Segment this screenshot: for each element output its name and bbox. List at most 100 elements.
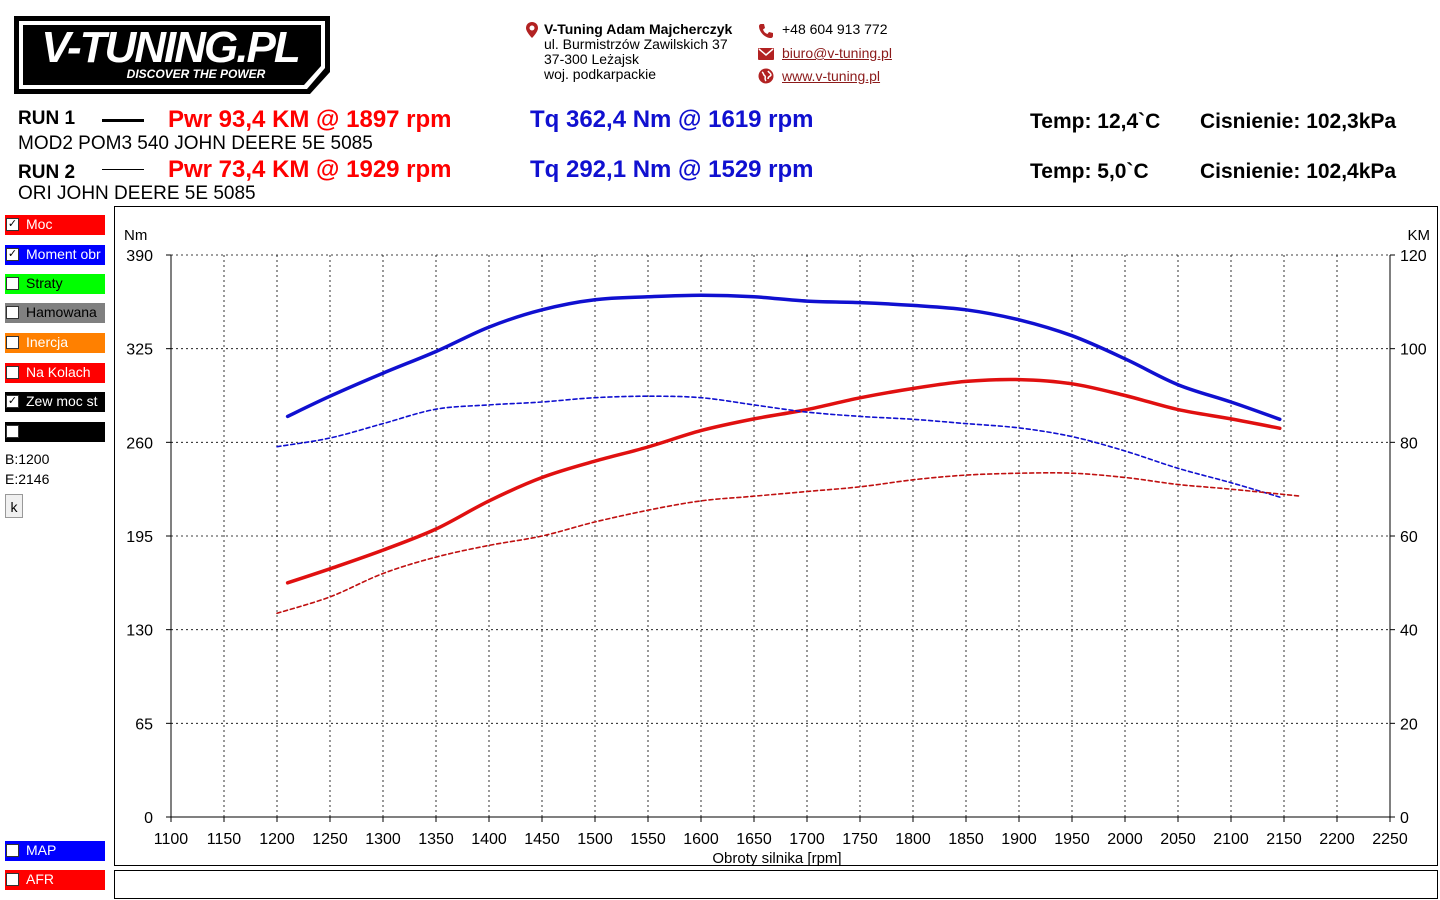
run2-line-sample — [102, 169, 144, 170]
logo-tagline: DISCOVER THE POWER — [127, 67, 266, 81]
x-tick-label: 1450 — [524, 831, 560, 848]
power-curve-run2 — [276, 472, 1302, 615]
x-tick-label: 2250 — [1372, 831, 1408, 848]
company-region: woj. podkarpackie — [544, 66, 657, 82]
checkbox[interactable] — [6, 366, 19, 379]
toggle-label: AFR — [26, 871, 54, 887]
checkbox[interactable] — [6, 873, 19, 886]
toggle-moment-obr[interactable]: ✓ Moment obr — [5, 245, 105, 265]
end-rpm-readout: E:2146 — [5, 471, 50, 487]
run2-power: Pwr 73,4 KM @ 1929 rpm — [168, 156, 452, 183]
checkbox[interactable] — [6, 844, 19, 857]
x-tick-label: 1650 — [736, 831, 772, 848]
x-tick-label: 1850 — [948, 831, 984, 848]
logo-wordmark: V-TUNING.PL — [41, 23, 299, 72]
toggle-label: Moment obr — [26, 246, 101, 262]
torque-curve-run2 — [276, 395, 1281, 498]
y-left-tick-label: 195 — [126, 529, 153, 546]
x-tick-label: 1800 — [895, 831, 931, 848]
toggle-inercja[interactable]: Inercja — [5, 333, 105, 353]
checkbox[interactable] — [6, 306, 19, 319]
y-left-tick-label: 390 — [126, 248, 153, 265]
toggle-label: Inercja — [26, 334, 69, 350]
y-right-tick-label: 120 — [1400, 248, 1427, 265]
y-left-tick-label: 325 — [126, 342, 153, 359]
checkbox[interactable]: ✓ — [6, 395, 19, 408]
checkbox[interactable] — [6, 336, 19, 349]
y-right-tick-label: 20 — [1400, 716, 1418, 733]
phone-icon — [759, 24, 773, 38]
website-link[interactable]: www.v-tuning.pl — [782, 68, 881, 84]
run1-line-sample — [102, 119, 144, 122]
run2-description: ORI JOHN DEERE 5E 5085 — [18, 183, 256, 204]
x-tick-label: 1500 — [577, 831, 613, 848]
toggle-straty[interactable]: Straty — [5, 274, 105, 294]
y-left-tick-label: 130 — [126, 623, 153, 640]
run1-power: Pwr 93,4 KM @ 1897 rpm — [168, 106, 452, 133]
k-button[interactable]: k — [5, 494, 23, 518]
y-right-tick-label: 100 — [1400, 342, 1427, 359]
begin-rpm-readout: B:1200 — [5, 451, 50, 467]
y-right-tick-label: 0 — [1400, 810, 1409, 827]
toggle-label: MAP — [26, 842, 57, 858]
company-name: V-Tuning Adam Majcherczyk — [544, 21, 733, 37]
checkbox[interactable]: ✓ — [6, 248, 19, 261]
v-tuning-logo: V-TUNING.PL DISCOVER THE POWER — [14, 16, 330, 94]
x-tick-label: 1400 — [471, 831, 507, 848]
y-right-tick-label: 60 — [1400, 529, 1418, 546]
toggle-na-kolach[interactable]: Na Kolach — [5, 363, 105, 383]
x-tick-label: 1750 — [842, 831, 878, 848]
run1-torque: Tq 362,4 Nm @ 1619 rpm — [530, 106, 814, 133]
toggle-label: Na Kolach — [26, 364, 91, 380]
x-tick-label: 1200 — [259, 831, 295, 848]
y-left-tick-label: 260 — [126, 435, 153, 452]
x-tick-label: 1300 — [365, 831, 401, 848]
toggle-afr[interactable]: AFR — [5, 870, 105, 890]
toggle-label: Straty — [26, 275, 63, 291]
envelope-icon — [758, 48, 774, 60]
email-link[interactable]: biuro@v-tuning.pl — [782, 45, 892, 61]
checkbox[interactable]: ✓ — [6, 218, 19, 231]
run1-temp: Temp: 12,4`C — [1030, 110, 1161, 133]
toggle-map[interactable]: MAP — [5, 841, 105, 861]
x-tick-label: 1350 — [418, 831, 454, 848]
phone-number: +48 604 913 772 — [782, 21, 888, 37]
run1-label: RUN 1 — [18, 108, 76, 129]
toggle-zew-moc-st[interactable]: ✓ Zew moc st — [5, 392, 105, 412]
checkbox[interactable] — [6, 425, 19, 438]
y-right-tick-label: 80 — [1400, 435, 1418, 452]
y-left-tick-label: 0 — [144, 810, 153, 827]
run2-label: RUN 2 — [18, 162, 76, 183]
toggle-hamowana[interactable]: Hamowana — [5, 303, 105, 323]
x-tick-label: 1700 — [789, 831, 825, 848]
checkbox[interactable] — [6, 277, 19, 290]
globe-icon — [758, 68, 774, 84]
torque-curve-run1 — [285, 293, 1282, 422]
run1-pressure: Cisnienie: 102,3kPa — [1200, 110, 1397, 133]
x-axis-label: Obroty silnika [rpm] — [712, 850, 841, 866]
dyno-chart: 1100 1150 1200 1250 1300 1350 1400 1450 1500 1550… — [124, 227, 1430, 866]
x-tick-label: 2100 — [1213, 831, 1249, 848]
location-pin-icon — [526, 22, 538, 38]
x-tick-label: 1950 — [1054, 831, 1090, 848]
x-tick-label: 1600 — [683, 831, 719, 848]
toggle-blank[interactable] — [5, 422, 105, 442]
x-tick-label: 2050 — [1160, 831, 1196, 848]
x-tick-label: 2200 — [1319, 831, 1355, 848]
run1-description: MOD2 POM3 540 JOHN DEERE 5E 5085 — [18, 133, 373, 154]
company-city: 37-300 Leżajsk — [544, 51, 639, 67]
x-tick-label: 1100 — [154, 831, 189, 848]
x-tick-label: 2000 — [1107, 831, 1143, 848]
x-tick-label: 1150 — [207, 831, 242, 848]
toggle-label: Moc — [26, 216, 53, 232]
x-tick-label: 1550 — [630, 831, 666, 848]
left-axis-label: Nm — [124, 227, 147, 244]
x-tick-label: 1250 — [312, 831, 348, 848]
toggle-label: Hamowana — [26, 304, 97, 320]
chart-frame — [114, 206, 1438, 866]
y-left-tick-label: 65 — [135, 716, 153, 733]
toggle-moc[interactable]: ✓ Moc — [5, 215, 105, 235]
y-right-tick-label: 40 — [1400, 623, 1418, 640]
toggle-label: Zew moc st — [26, 393, 98, 409]
run2-temp: Temp: 5,0`C — [1030, 160, 1149, 183]
